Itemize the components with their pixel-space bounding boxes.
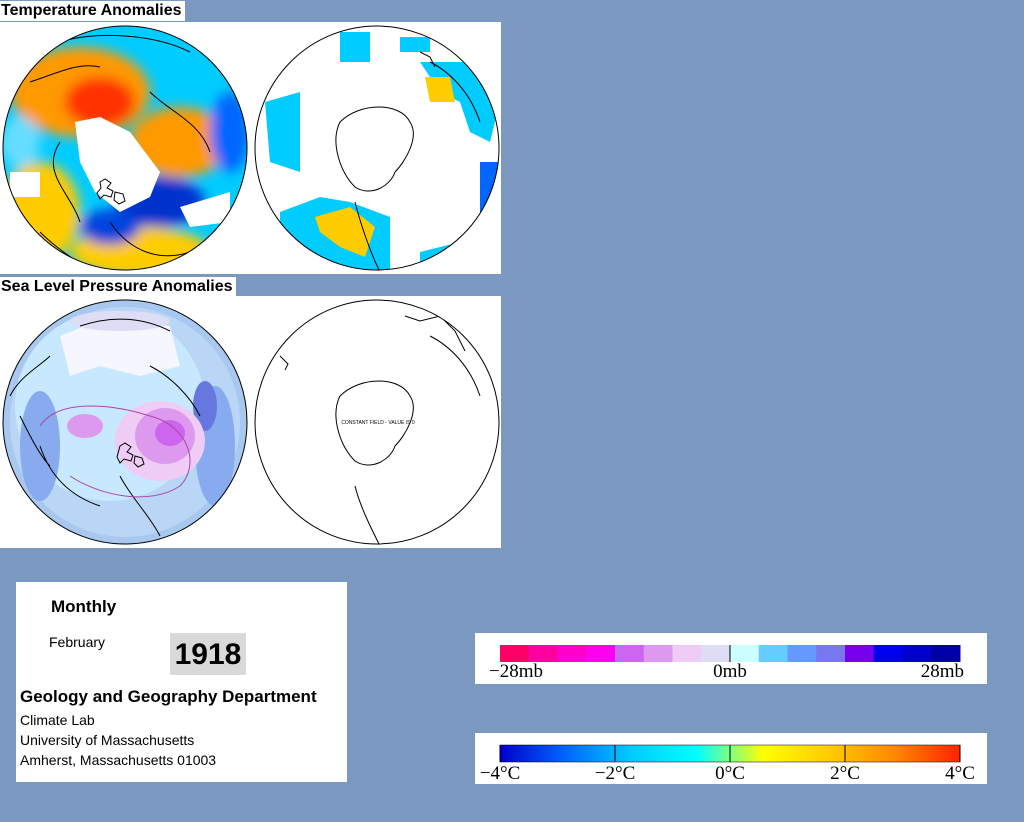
pressure-legend-swatch (615, 645, 645, 662)
constant-field-label: CONSTANT FIELD - VALUE IS 0 (341, 420, 415, 426)
pressure-maps-panel: CONSTANT FIELD - VALUE IS 0 (0, 296, 501, 548)
pressure-legend-swatch (931, 645, 961, 662)
pressure-legend-swatch (586, 645, 616, 662)
pressure-legend-swatch (816, 645, 846, 662)
temperature-legend-label-plus2: 2°C (830, 763, 860, 784)
pressure-legend-swatch (528, 645, 558, 662)
pressure-legend-swatch (730, 645, 760, 662)
temperature-legend-label-zero: 0°C (715, 763, 745, 784)
temperature-south-map (255, 26, 499, 270)
temperature-legend: −4°C −2°C 0°C 2°C 4°C (475, 733, 987, 784)
pressure-legend-swatch (845, 645, 875, 662)
year-label: 1918 (170, 633, 246, 675)
pressure-legend-label-max: 28mb (921, 661, 964, 682)
temperature-legend-label-minus2: −2°C (595, 763, 636, 784)
temperature-north-map (3, 26, 247, 270)
pressure-legend: −28mb 0mb 28mb (475, 633, 987, 684)
pressure-legend-label-min: −28mb (489, 661, 543, 682)
pressure-legend-swatch (672, 645, 702, 662)
pressure-legend-swatch (557, 645, 587, 662)
pressure-north-map (3, 300, 247, 544)
temperature-legend-label-minus4: −4°C (480, 763, 521, 784)
pressure-legend-swatch (902, 645, 932, 662)
info-box: Monthly February 1918 Geology and Geogra… (16, 582, 347, 782)
pressure-legend-label-zero: 0mb (713, 661, 747, 682)
pressure-south-map (255, 300, 499, 544)
pressure-legend-swatch (873, 645, 903, 662)
temperature-maps (2, 25, 500, 271)
pressure-legend-swatch (758, 645, 788, 662)
department-label: Geology and Geography Department (20, 687, 317, 706)
pressure-maps: CONSTANT FIELD - VALUE IS 0 (2, 299, 500, 545)
temperature-maps-panel (0, 22, 501, 274)
address-label: Amherst, Massachusetts 01003 (20, 752, 217, 768)
pressure-legend-swatch (787, 645, 817, 662)
pressure-legend-swatch (701, 645, 731, 662)
pressure-section-title: Sea Level Pressure Anomalies (0, 277, 236, 297)
pressure-legend-swatch (500, 645, 530, 662)
pressure-legend-swatch (643, 645, 673, 662)
month-label: February (49, 634, 106, 650)
lab-label: Climate Lab (20, 712, 95, 728)
temperature-legend-bar: −4°C −2°C 0°C 2°C 4°C (480, 744, 975, 784)
pressure-legend-bar: −28mb 0mb 28mb (489, 645, 964, 682)
university-label: University of Massachusetts (20, 732, 195, 748)
temperature-legend-label-plus4: 4°C (945, 763, 975, 784)
temperature-section-title: Temperature Anomalies (0, 1, 185, 21)
period-label: Monthly (51, 597, 117, 616)
